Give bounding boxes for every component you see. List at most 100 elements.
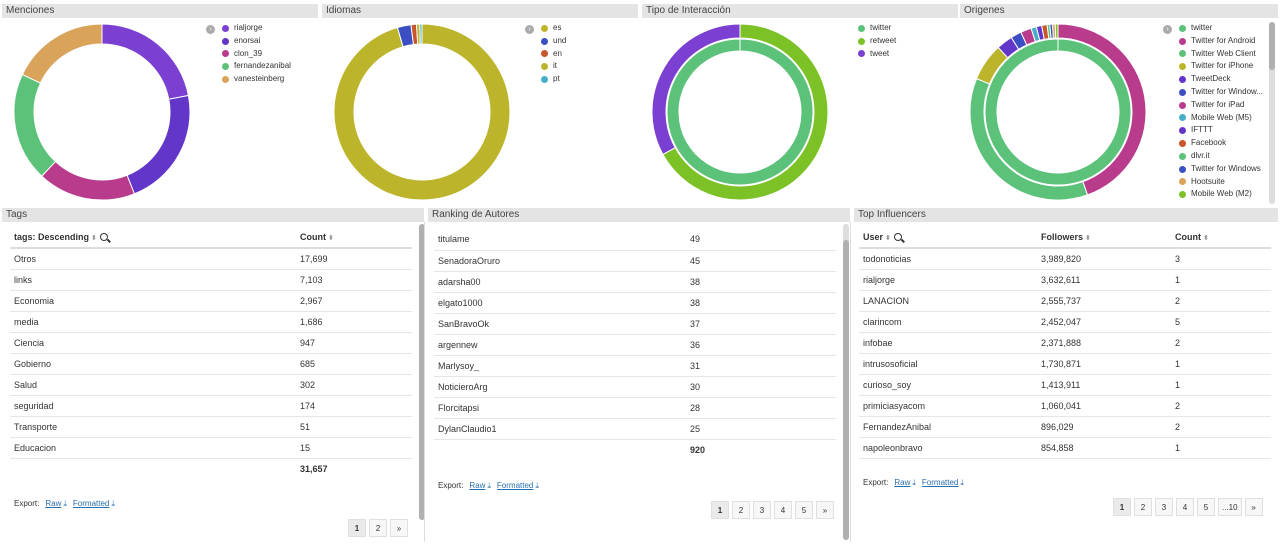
legend-dot-icon [858, 37, 865, 45]
influencers-page-button[interactable]: ...10 [1218, 498, 1242, 516]
origenes-legend-item[interactable]: dlvr.it [1179, 150, 1267, 163]
origenes-legend-item[interactable]: twitter [1179, 22, 1267, 35]
influencers-cell: 2,371,888 [1037, 332, 1171, 354]
influencers-page-button[interactable]: 1 [1113, 498, 1131, 516]
sort-icon[interactable]: ⬍ [1203, 234, 1209, 242]
sort-icon[interactable]: ⬍ [1085, 234, 1091, 242]
export-formatted-link[interactable]: Formatted [72, 499, 110, 508]
search-icon[interactable] [893, 232, 902, 241]
influencers-cell: FernandezAnibal [859, 416, 1037, 438]
origenes-outer-slice[interactable] [1054, 23, 1059, 39]
origenes-legend-item[interactable]: Hootsuite [1179, 176, 1267, 189]
influencers-table-row: todonoticias 3,989,820 3 [859, 248, 1271, 270]
influencers-page-button[interactable]: 4 [1176, 498, 1194, 516]
influencers-next-page-button[interactable]: » [1244, 498, 1263, 516]
influencers-cell: 2 [1171, 395, 1271, 417]
idiomas-legend-label: es [553, 23, 562, 32]
export-raw-link[interactable]: Raw [469, 481, 486, 490]
ranking-table-row: argennew 36 [434, 334, 836, 356]
tags-scroll-thumb[interactable] [419, 224, 425, 520]
tipo-legend-item[interactable]: tweet [858, 48, 954, 61]
origenes-legend-item[interactable]: TweetDeck [1179, 73, 1267, 86]
export-raw-link[interactable]: Raw [45, 499, 62, 508]
search-icon[interactable] [99, 232, 108, 241]
ranking-page-button[interactable]: 3 [753, 501, 771, 519]
idiomas-legend-toggle-icon[interactable]: › [525, 25, 534, 34]
origenes-legend-item[interactable]: Mobile Web (M2) [1179, 188, 1267, 201]
ranking-next-page-button[interactable]: » [816, 501, 834, 519]
origenes-inner-slice[interactable] [984, 38, 1132, 186]
menciones-legend-item[interactable]: clon_39 [222, 48, 318, 61]
tags-scrollbar[interactable] [419, 224, 425, 520]
menciones-slice[interactable] [101, 23, 190, 100]
legend-dot-icon [1179, 178, 1186, 186]
export-raw-link[interactable]: Raw [894, 478, 911, 487]
menciones-legend-item[interactable]: fernandezanibal [222, 60, 318, 73]
influencers-cell: 2 [1171, 332, 1271, 354]
idiomas-legend-item[interactable]: es [541, 22, 637, 35]
sort-icon[interactable]: ⬍ [91, 234, 97, 242]
idiomas-legend-item[interactable]: it [541, 60, 637, 73]
origenes-legend-item[interactable]: Facebook [1179, 137, 1267, 150]
tags-cell: 174 [296, 395, 412, 417]
ranking-cell: adarsha00 [434, 271, 686, 293]
origenes-legend-item[interactable]: Twitter for Windows [1179, 163, 1267, 176]
ranking-scroll-thumb[interactable] [843, 240, 849, 540]
user-column-header[interactable]: User ⬍ [859, 226, 1037, 249]
origenes-legend-scrollbar[interactable] [1269, 22, 1275, 204]
idiomas-slice[interactable] [419, 23, 423, 45]
origenes-legend-item[interactable]: Twitter Web Client [1179, 48, 1267, 61]
influencers-page-button[interactable]: 5 [1197, 498, 1215, 516]
sort-icon[interactable]: ⬍ [885, 234, 891, 242]
ranking-page-button[interactable]: 1 [711, 501, 729, 519]
tags-cell: Economia [10, 290, 296, 312]
tipo-legend-item[interactable]: twitter [858, 22, 954, 35]
idiomas-legend-item[interactable]: und [541, 35, 637, 48]
tags-page-button[interactable]: 1 [348, 519, 366, 537]
ranking-page-button[interactable]: 5 [795, 501, 813, 519]
origenes-legend-item[interactable]: Twitter for iPhone [1179, 60, 1267, 73]
origenes-legend-item[interactable]: IFTTT [1179, 124, 1267, 137]
tags-next-page-button[interactable]: » [390, 519, 408, 537]
tags-column-header[interactable]: tags: Descending ⬍ [10, 226, 296, 249]
menciones-slice[interactable] [126, 94, 191, 195]
ranking-page-button[interactable]: 4 [774, 501, 792, 519]
influencers-page-button[interactable]: 3 [1155, 498, 1173, 516]
influencers-page-button[interactable]: 2 [1134, 498, 1152, 516]
tipo-outer-slice[interactable] [651, 23, 741, 156]
influencers-cell: 1 [1171, 437, 1271, 459]
menciones-slice[interactable] [21, 23, 103, 84]
tags-page-button[interactable]: 2 [369, 519, 387, 537]
origenes-legend-toggle-icon[interactable]: › [1163, 25, 1172, 34]
followers-column-header[interactable]: Followers ⬍ [1037, 226, 1171, 249]
menciones-slice[interactable] [13, 73, 57, 177]
ranking-page-button[interactable]: 2 [732, 501, 750, 519]
origenes-legend-item[interactable]: Twitter for Android [1179, 35, 1267, 48]
idiomas-legend-label: pt [553, 74, 560, 84]
origenes-legend-item[interactable]: Mobile Web (M5) [1179, 112, 1267, 125]
count-column-header[interactable]: Count ⬍ [1171, 226, 1271, 249]
idiomas-legend-item[interactable]: pt [541, 73, 637, 86]
tipo-inner-slice[interactable] [666, 38, 814, 186]
origenes-legend-item[interactable]: Twitter for iPad [1179, 99, 1267, 112]
sort-icon[interactable]: ⬍ [328, 234, 334, 242]
menciones-legend-label: rialjorge [234, 23, 263, 32]
idiomas-slice[interactable] [333, 23, 511, 201]
export-formatted-link[interactable]: Formatted [496, 481, 534, 490]
menciones-legend-item[interactable]: enorsai [222, 35, 318, 48]
menciones-legend-toggle-icon[interactable]: › [206, 25, 215, 34]
menciones-slice[interactable] [41, 160, 136, 201]
tipo-legend-item[interactable]: retweet [858, 35, 954, 48]
influencers-table-row: curioso_soy 1,413,911 1 [859, 374, 1271, 396]
count-column-header[interactable]: Count ⬍ [296, 226, 412, 249]
export-formatted-link[interactable]: Formatted [921, 478, 959, 487]
menciones-legend-item[interactable]: vanesteinberg [222, 73, 318, 86]
ranking-scrollbar[interactable] [843, 224, 849, 540]
ranking-cell: 45 [686, 250, 836, 272]
influencers-cell: 1,413,911 [1037, 374, 1171, 396]
origenes-legend-item[interactable]: Twitter for Window... [1179, 86, 1267, 99]
origenes-legend-scroll-thumb[interactable] [1269, 22, 1275, 70]
idiomas-legend-item[interactable]: en [541, 48, 637, 61]
menciones-legend-item[interactable]: rialjorge [222, 22, 318, 35]
influencers-table-row: infobae 2,371,888 2 [859, 332, 1271, 354]
